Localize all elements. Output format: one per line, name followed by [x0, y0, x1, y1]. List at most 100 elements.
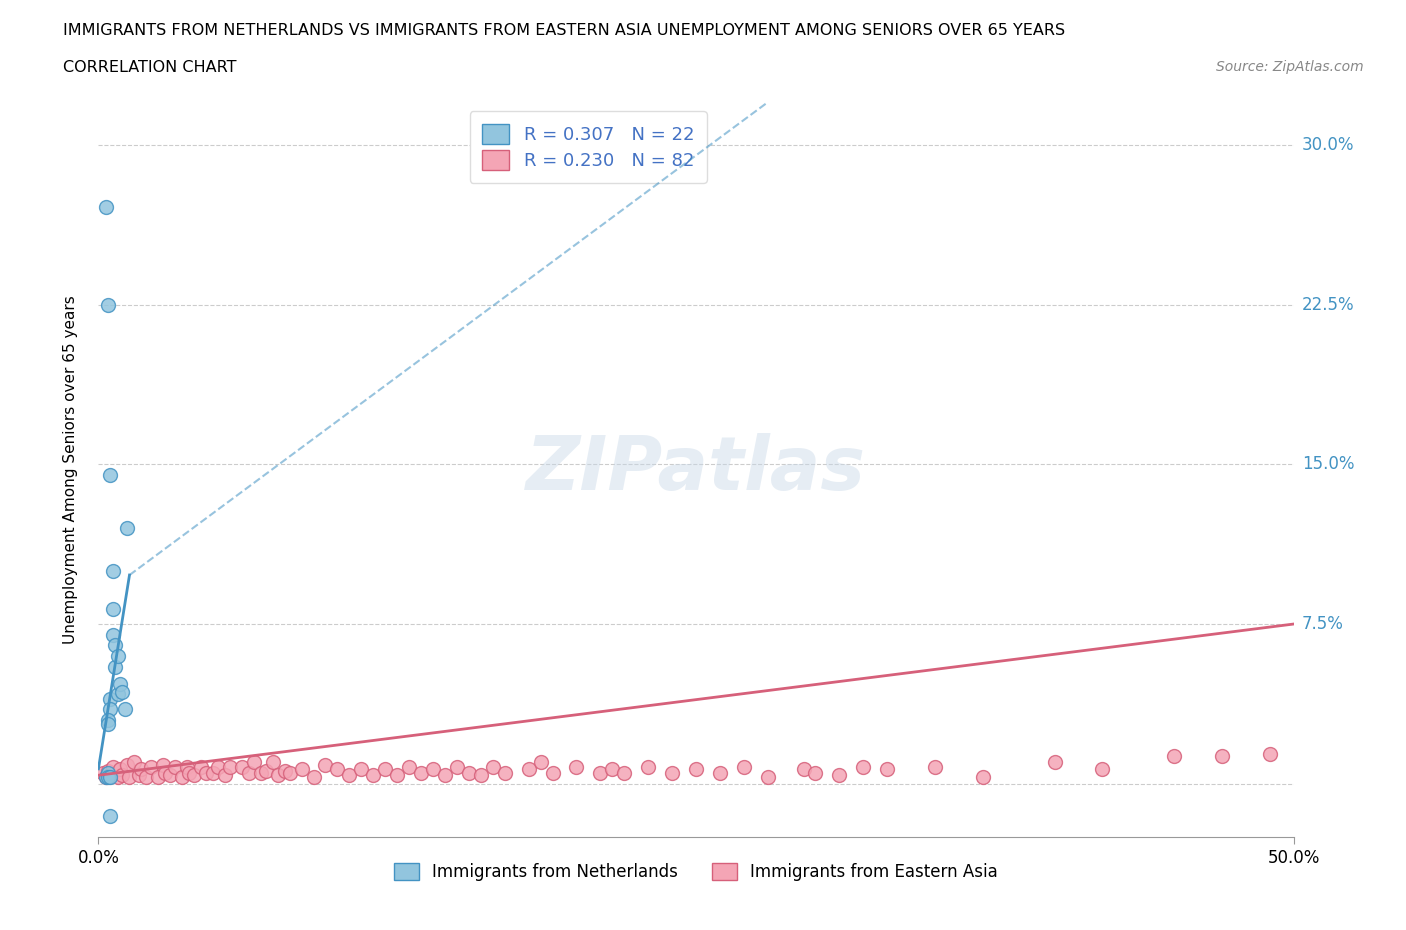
Point [374, 762, 396, 777]
Point [274, 764, 297, 778]
Text: ZIPatlas: ZIPatlas [526, 433, 866, 506]
Point [94, 770, 117, 785]
Point [179, 765, 201, 780]
Point [107, 648, 129, 663]
Point [98, 702, 122, 717]
Point [446, 759, 468, 774]
Point [104, 659, 127, 674]
Text: 30.0%: 30.0% [1302, 136, 1354, 153]
Point [108, 676, 131, 691]
Point [243, 755, 266, 770]
Point [238, 765, 260, 780]
Point [98, 768, 122, 783]
Point [91, 765, 114, 780]
Point [565, 759, 588, 774]
Point [793, 762, 815, 777]
Point [101, 627, 124, 642]
Point [267, 768, 290, 783]
Point [733, 759, 755, 774]
Point [172, 770, 194, 785]
Point [231, 759, 253, 774]
Point [97, 298, 120, 312]
Point [114, 702, 136, 717]
Text: 15.0%: 15.0% [1302, 456, 1354, 473]
Point [163, 759, 186, 774]
Point [97, 717, 120, 732]
Point [135, 770, 157, 785]
Point [207, 759, 229, 774]
Point [115, 757, 138, 772]
Point [124, 755, 146, 770]
Point [602, 762, 624, 777]
Point [104, 638, 127, 653]
Point [852, 759, 875, 774]
Point [107, 770, 129, 785]
Text: 22.5%: 22.5% [1302, 296, 1354, 313]
Point [458, 765, 481, 780]
Point [685, 762, 707, 777]
Point [98, 808, 122, 823]
Point [101, 602, 124, 617]
Point [804, 765, 827, 780]
Point [1211, 749, 1233, 764]
Point [111, 768, 134, 783]
Point [101, 759, 124, 774]
Point [155, 765, 177, 780]
Point [98, 691, 122, 706]
Point [97, 712, 120, 727]
Point [139, 759, 162, 774]
Point [661, 765, 683, 780]
Point [326, 762, 349, 777]
Point [115, 521, 138, 536]
Point [541, 765, 564, 780]
Point [363, 768, 385, 783]
Point [152, 757, 174, 772]
Point [98, 468, 122, 483]
Point [190, 759, 212, 774]
Point [1091, 762, 1114, 777]
Point [202, 765, 225, 780]
Point [94, 770, 117, 785]
Point [250, 765, 273, 780]
Point [118, 770, 141, 785]
Point [876, 762, 898, 777]
Text: 7.5%: 7.5% [1302, 615, 1344, 633]
Point [97, 770, 120, 785]
Point [291, 762, 314, 777]
Point [613, 765, 636, 780]
Point [434, 768, 457, 783]
Point [302, 770, 325, 785]
Point [107, 687, 129, 702]
Point [176, 759, 198, 774]
Point [278, 765, 301, 780]
Text: CORRELATION CHART: CORRELATION CHART [63, 60, 236, 75]
Point [1258, 747, 1281, 762]
Legend: R = 0.307   N = 22, R = 0.230   N = 82: R = 0.307 N = 22, R = 0.230 N = 82 [470, 112, 707, 182]
Point [97, 764, 120, 778]
Point [470, 768, 492, 783]
Point [637, 759, 659, 774]
Point [128, 768, 150, 783]
Point [159, 768, 181, 783]
Point [195, 765, 218, 780]
Point [709, 765, 731, 780]
Point [254, 764, 277, 778]
Point [972, 770, 994, 785]
Point [111, 684, 134, 699]
Point [350, 762, 373, 777]
Point [98, 770, 122, 785]
Point [1163, 749, 1185, 764]
Point [315, 757, 337, 772]
Point [339, 768, 361, 783]
Point [530, 755, 553, 770]
Point [385, 768, 409, 783]
Point [924, 759, 946, 774]
Point [411, 765, 433, 780]
Point [828, 768, 851, 783]
Y-axis label: Unemployment Among Seniors over 65 years: Unemployment Among Seniors over 65 years [63, 296, 77, 644]
Point [262, 755, 284, 770]
Point [422, 762, 444, 777]
Point [108, 762, 131, 777]
Text: IMMIGRANTS FROM NETHERLANDS VS IMMIGRANTS FROM EASTERN ASIA UNEMPLOYMENT AMONG S: IMMIGRANTS FROM NETHERLANDS VS IMMIGRANT… [63, 23, 1066, 38]
Point [214, 768, 236, 783]
